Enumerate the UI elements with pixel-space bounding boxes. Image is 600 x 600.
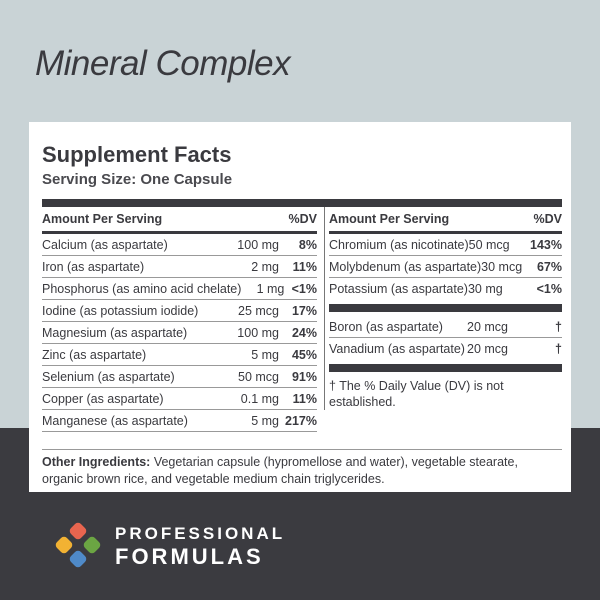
nutrient-amount: 50 mcg (238, 369, 279, 384)
nutrient-name: Iron (as aspartate) (42, 259, 145, 274)
nutrient-amount: 30 mg (467, 282, 503, 296)
nutrient-dv: 17% (291, 303, 317, 318)
nutrient-dv: 45% (291, 347, 317, 362)
footnote: † The % Daily Value (DV) is not establis… (329, 379, 504, 409)
nutrient-dv: 91% (291, 369, 317, 384)
nutrient-dv: <1% (536, 282, 562, 296)
nutrient-name: Molybdenum (as aspartate) (329, 259, 482, 274)
nutrient-name: Magnesium (as aspartate) (42, 325, 188, 340)
nutrient-name: Vanadium (as aspartate) (329, 342, 465, 356)
nutrient-amount: 1 mg (256, 281, 285, 296)
nutrient-row: Magnesium (as aspartate) 100 mg 24% (42, 322, 317, 344)
nutrient-name: Chromium (as nicotinate) (329, 237, 469, 252)
other-ingredients-text: Vegetarian capsule (hypromellose and wat… (42, 455, 518, 486)
nutrient-row: Zinc (as aspartate) 5 mg 45% (42, 344, 317, 366)
nutrient-row: Molybdenum (as aspartate) 30 mcg 67% (329, 256, 562, 278)
nutrient-dv: 67% (536, 259, 562, 274)
divider-bar (42, 199, 562, 207)
nutrient-dv: † (555, 319, 562, 334)
nutrient-dv: 11% (292, 259, 317, 274)
nutrient-amount: 2 mg (251, 259, 279, 274)
product-title: Mineral Complex (35, 44, 291, 83)
nutrient-amount: 5 mg (251, 413, 279, 428)
nutrient-row: Selenium (as aspartate) 50 mcg 91% (42, 366, 317, 388)
other-ingredients: Other Ingredients: Vegetarian capsule (h… (42, 449, 562, 488)
nutrient-amount: 20 mcg (467, 342, 508, 356)
divider-bar (329, 364, 562, 372)
label-heading: Supplement Facts (42, 142, 232, 167)
dv-header: %DV (288, 212, 317, 226)
nutrient-dv: 24% (291, 325, 317, 340)
nutrient-row: Phosphorus (as amino acid chelate) 1 mg <1… (42, 278, 317, 300)
dv-header: %DV (533, 212, 562, 226)
brand-name: PROFESSIONAL FORMULAS (115, 524, 285, 570)
nutrient-row: Iron (as aspartate) 2 mg 11% (42, 256, 317, 278)
nutrient-row: Potassium (as aspartate) 30 mg <1% (329, 278, 562, 300)
nutrient-name: Calcium (as aspartate) (42, 237, 168, 252)
nutrient-amount: 25 mcg (238, 303, 279, 318)
nutrient-amount: 50 mcg (468, 237, 510, 252)
nutrient-row: Iodine (as potassium iodide) 25 mcg 17% (42, 300, 317, 322)
nutrient-amount: 100 mg (237, 237, 279, 252)
nutrient-row: Boron (as aspartate) 20 mcg † (329, 316, 562, 338)
nutrient-name: Manganese (as aspartate) (42, 413, 188, 428)
nutrient-dv: 11% (292, 391, 317, 406)
nutrient-name: Iodine (as potassium iodide) (42, 303, 199, 318)
nutrient-row: Chromium (as nicotinate) 50 mcg 143% (329, 234, 562, 256)
nutrient-name: Boron (as aspartate) (329, 319, 443, 334)
amount-header: Amount Per Serving (329, 212, 450, 226)
nutrient-name: Potassium (as aspartate) (329, 282, 468, 296)
column-header: Amount Per Serving %DV (329, 207, 562, 234)
amount-header: Amount Per Serving (42, 212, 163, 226)
nutrient-amount: 20 mcg (467, 319, 508, 334)
nutrient-dv: 143% (530, 237, 562, 252)
nutrient-name: Zinc (as aspartate) (42, 347, 147, 362)
brand-logo-icon (55, 522, 101, 568)
nutrient-amount: 100 mg (237, 325, 279, 340)
nutrient-row: Vanadium (as aspartate) 20 mcg † (329, 338, 562, 360)
supplement-facts-label: Supplement Facts Serving Size: One Capsu… (29, 122, 571, 492)
brand-line1: PROFESSIONAL (115, 524, 286, 543)
nutrient-dv: 217% (285, 413, 317, 428)
serving-size: Serving Size: One Capsule (42, 171, 233, 188)
nutrient-amount: 0.1 mg (240, 391, 279, 406)
nutrient-name: Copper (as aspartate) (42, 391, 164, 406)
nutrient-name: Selenium (as aspartate) (42, 369, 175, 384)
column-header: Amount Per Serving %DV (42, 207, 317, 234)
nutrient-dv: <1% (291, 281, 317, 296)
nutrient-name: Phosphorus (as amino acid chelate) (42, 281, 242, 296)
nutrient-row: Calcium (as aspartate) 100 mg 8% (42, 234, 317, 256)
nutrient-row: Manganese (as aspartate) 5 mg 217% (42, 410, 317, 432)
right-column: Amount Per Serving %DV Chromium (as nicot… (324, 207, 562, 410)
nutrient-amount: 30 mcg (481, 259, 523, 274)
nutrient-dv: † (555, 342, 562, 356)
nutrient-dv: 8% (298, 237, 317, 252)
left-column: Amount Per Serving %DV Calcium (as aspart… (42, 207, 317, 432)
nutrient-row: Copper (as aspartate) 0.1 mg 11% (42, 388, 317, 410)
divider-bar (329, 304, 562, 312)
nutrient-amount: 5 mg (251, 347, 279, 362)
other-ingredients-label: Other Ingredients: (42, 455, 151, 469)
brand-line2: FORMULAS (115, 544, 264, 569)
